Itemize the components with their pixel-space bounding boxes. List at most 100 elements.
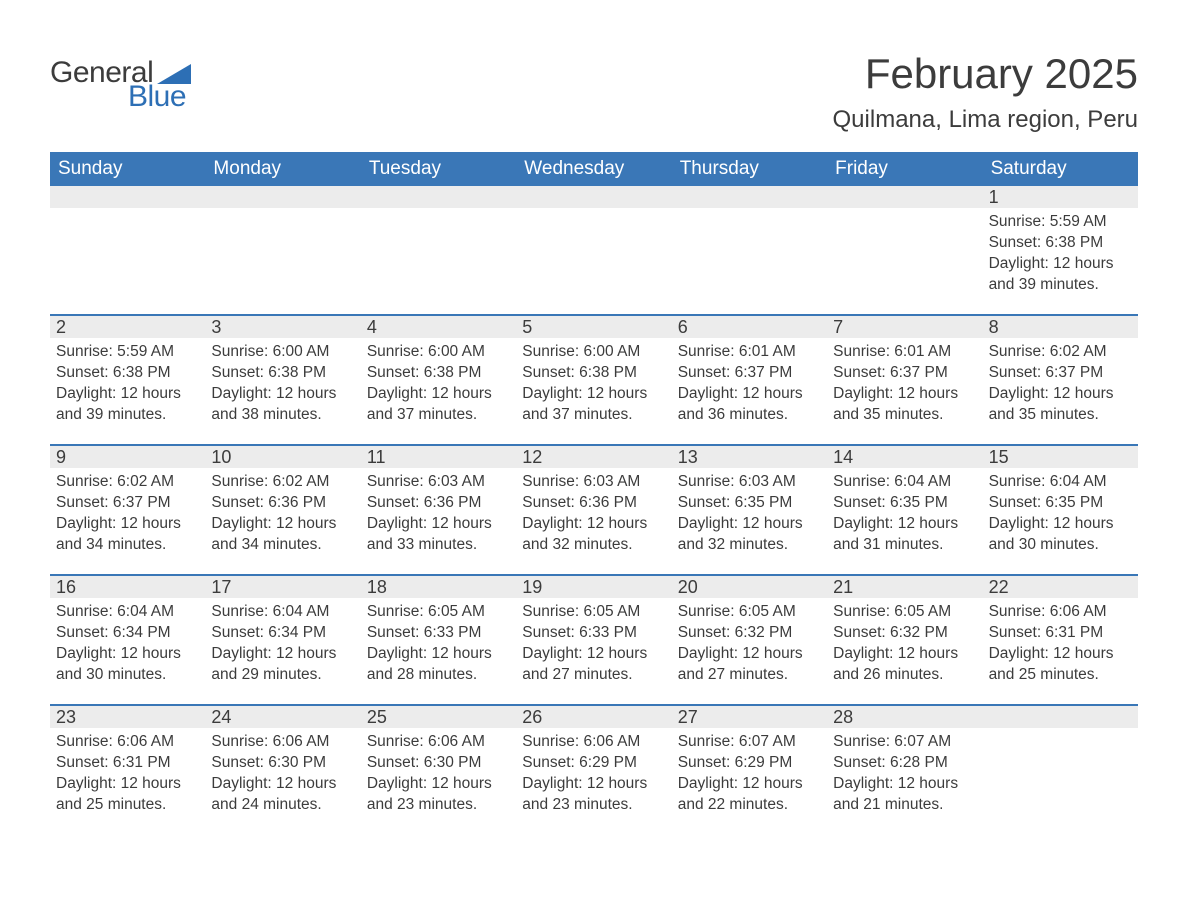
daynum-row: 11: [361, 446, 516, 468]
calendar-day: [516, 186, 671, 314]
daylight-line: Daylight: 12 hours and 34 minutes.: [211, 514, 351, 556]
day-number: 11: [367, 447, 386, 468]
daylight-line: Daylight: 12 hours and 32 minutes.: [678, 514, 818, 556]
calendar-day: 4Sunrise: 6:00 AMSunset: 6:38 PMDaylight…: [361, 316, 516, 444]
day-body: Sunrise: 6:05 AMSunset: 6:33 PMDaylight:…: [361, 598, 516, 694]
sunrise-line: Sunrise: 6:04 AM: [833, 472, 976, 493]
daylight-line: Daylight: 12 hours and 32 minutes.: [522, 514, 662, 556]
sunset-line: Sunset: 6:38 PM: [522, 363, 665, 384]
calendar-day: 3Sunrise: 6:00 AMSunset: 6:38 PMDaylight…: [205, 316, 360, 444]
sunrise-line: Sunrise: 6:03 AM: [367, 472, 510, 493]
day-number: 2: [56, 317, 66, 338]
calendar-day: 6Sunrise: 6:01 AMSunset: 6:37 PMDaylight…: [672, 316, 827, 444]
calendar-week: 1Sunrise: 5:59 AMSunset: 6:38 PMDaylight…: [50, 186, 1138, 314]
sunrise-line: Sunrise: 6:01 AM: [833, 342, 976, 363]
daynum-row: 12: [516, 446, 671, 468]
daylight-line: Daylight: 12 hours and 30 minutes.: [56, 644, 196, 686]
sunset-line: Sunset: 6:33 PM: [367, 623, 510, 644]
logo-text-blue: Blue: [128, 80, 191, 114]
day-body: Sunrise: 6:06 AMSunset: 6:31 PMDaylight:…: [50, 728, 205, 824]
day-body: Sunrise: 6:03 AMSunset: 6:36 PMDaylight:…: [516, 468, 671, 564]
day-body: Sunrise: 5:59 AMSunset: 6:38 PMDaylight:…: [50, 338, 205, 434]
sunset-line: Sunset: 6:34 PM: [56, 623, 199, 644]
daynum-row: 7: [827, 316, 982, 338]
calendar-day: 18Sunrise: 6:05 AMSunset: 6:33 PMDayligh…: [361, 576, 516, 704]
sunset-line: Sunset: 6:38 PM: [367, 363, 510, 384]
day-body: Sunrise: 6:05 AMSunset: 6:32 PMDaylight:…: [672, 598, 827, 694]
day-body: Sunrise: 6:06 AMSunset: 6:30 PMDaylight:…: [205, 728, 360, 824]
weekday-header: Thursday: [672, 152, 827, 186]
day-body: [205, 208, 360, 220]
day-body: Sunrise: 6:04 AMSunset: 6:35 PMDaylight:…: [827, 468, 982, 564]
daynum-row: 16: [50, 576, 205, 598]
sunrise-line: Sunrise: 6:06 AM: [989, 602, 1132, 623]
calendar-day: 21Sunrise: 6:05 AMSunset: 6:32 PMDayligh…: [827, 576, 982, 704]
daylight-line: Daylight: 12 hours and 30 minutes.: [989, 514, 1129, 556]
day-body: Sunrise: 6:06 AMSunset: 6:30 PMDaylight:…: [361, 728, 516, 824]
daynum-row: 1: [983, 186, 1138, 208]
daynum-row: 8: [983, 316, 1138, 338]
sunrise-line: Sunrise: 6:05 AM: [522, 602, 665, 623]
page-header: General Blue February 2025 Quilmana, Lim…: [50, 50, 1138, 134]
day-body: Sunrise: 6:02 AMSunset: 6:37 PMDaylight:…: [50, 468, 205, 564]
daylight-line: Daylight: 12 hours and 35 minutes.: [989, 384, 1129, 426]
page-title: February 2025: [833, 50, 1138, 98]
sunset-line: Sunset: 6:38 PM: [211, 363, 354, 384]
weekday-header: Saturday: [983, 152, 1138, 186]
day-body: Sunrise: 6:01 AMSunset: 6:37 PMDaylight:…: [672, 338, 827, 434]
day-body: Sunrise: 6:06 AMSunset: 6:29 PMDaylight:…: [516, 728, 671, 824]
daylight-line: Daylight: 12 hours and 27 minutes.: [522, 644, 662, 686]
day-body: Sunrise: 6:04 AMSunset: 6:34 PMDaylight:…: [50, 598, 205, 694]
calendar-day: [205, 186, 360, 314]
daynum-row: 4: [361, 316, 516, 338]
sunrise-line: Sunrise: 6:07 AM: [678, 732, 821, 753]
sunrise-line: Sunrise: 6:01 AM: [678, 342, 821, 363]
daynum-row: [205, 186, 360, 208]
daynum-row: [672, 186, 827, 208]
calendar-day: [672, 186, 827, 314]
calendar-day: 19Sunrise: 6:05 AMSunset: 6:33 PMDayligh…: [516, 576, 671, 704]
daylight-line: Daylight: 12 hours and 28 minutes.: [367, 644, 507, 686]
sunset-line: Sunset: 6:38 PM: [989, 233, 1132, 254]
sunset-line: Sunset: 6:37 PM: [678, 363, 821, 384]
daynum-row: [827, 186, 982, 208]
daynum-row: 6: [672, 316, 827, 338]
day-body: [516, 208, 671, 220]
sunset-line: Sunset: 6:35 PM: [989, 493, 1132, 514]
day-body: [361, 208, 516, 220]
day-number: 16: [56, 577, 76, 598]
calendar-day: 24Sunrise: 6:06 AMSunset: 6:30 PMDayligh…: [205, 706, 360, 834]
day-body: Sunrise: 6:05 AMSunset: 6:33 PMDaylight:…: [516, 598, 671, 694]
sunrise-line: Sunrise: 6:04 AM: [56, 602, 199, 623]
day-number: 19: [522, 577, 542, 598]
daynum-row: 19: [516, 576, 671, 598]
day-number: 12: [522, 447, 542, 468]
weekday-header: Wednesday: [516, 152, 671, 186]
calendar: SundayMondayTuesdayWednesdayThursdayFrid…: [50, 152, 1138, 834]
daylight-line: Daylight: 12 hours and 27 minutes.: [678, 644, 818, 686]
weekday-header: Sunday: [50, 152, 205, 186]
daynum-row: 26: [516, 706, 671, 728]
day-number: 10: [211, 447, 231, 468]
sunset-line: Sunset: 6:36 PM: [367, 493, 510, 514]
sunrise-line: Sunrise: 6:04 AM: [211, 602, 354, 623]
calendar-week: 23Sunrise: 6:06 AMSunset: 6:31 PMDayligh…: [50, 704, 1138, 834]
daynum-row: 20: [672, 576, 827, 598]
daylight-line: Daylight: 12 hours and 39 minutes.: [56, 384, 196, 426]
daynum-row: 27: [672, 706, 827, 728]
day-number: 27: [678, 707, 698, 728]
sunset-line: Sunset: 6:35 PM: [678, 493, 821, 514]
sunset-line: Sunset: 6:31 PM: [56, 753, 199, 774]
daylight-line: Daylight: 12 hours and 37 minutes.: [367, 384, 507, 426]
day-number: 7: [833, 317, 843, 338]
day-number: 15: [989, 447, 1009, 468]
day-body: Sunrise: 6:03 AMSunset: 6:35 PMDaylight:…: [672, 468, 827, 564]
calendar-week: 9Sunrise: 6:02 AMSunset: 6:37 PMDaylight…: [50, 444, 1138, 574]
daynum-row: 2: [50, 316, 205, 338]
calendar-day: 22Sunrise: 6:06 AMSunset: 6:31 PMDayligh…: [983, 576, 1138, 704]
day-number: 17: [211, 577, 231, 598]
daylight-line: Daylight: 12 hours and 23 minutes.: [522, 774, 662, 816]
day-number: 5: [522, 317, 532, 338]
day-number: 6: [678, 317, 688, 338]
daynum-row: 17: [205, 576, 360, 598]
